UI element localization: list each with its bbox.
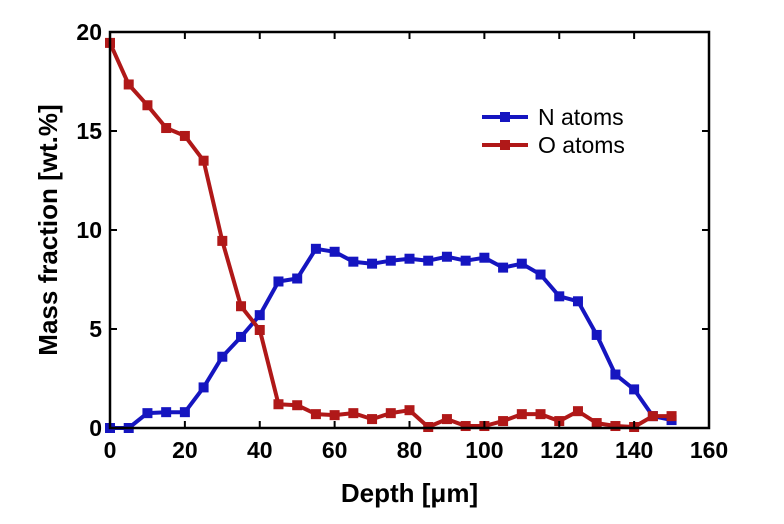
x-tick-label: 140: [615, 437, 653, 463]
data-point: [348, 256, 359, 267]
series-1: [105, 243, 677, 433]
data-point: [591, 329, 602, 340]
data-point: [254, 324, 265, 335]
y-tick-label: 0: [89, 415, 102, 441]
y-axis-title: Mass fraction [wt.%]: [33, 104, 63, 355]
data-point: [367, 414, 378, 425]
data-point: [423, 255, 434, 266]
data-point: [273, 276, 284, 287]
data-point: [385, 408, 396, 419]
data-point: [161, 407, 172, 418]
data-point: [179, 407, 190, 418]
y-tick-label: 15: [76, 118, 102, 144]
data-point: [123, 79, 134, 90]
x-tick-label: 40: [247, 437, 273, 463]
legend-label: N atoms: [538, 104, 624, 130]
data-point: [292, 400, 303, 411]
data-point: [179, 130, 190, 141]
legend-item: O atoms: [482, 132, 625, 158]
data-point: [572, 406, 583, 417]
data-point: [217, 351, 228, 362]
data-point: [479, 252, 490, 263]
y-tick-label: 5: [89, 316, 102, 342]
data-point: [647, 411, 658, 422]
data-point: [310, 243, 321, 254]
data-point: [385, 255, 396, 266]
data-point: [292, 273, 303, 284]
legend-label: O atoms: [538, 132, 625, 158]
data-point: [516, 409, 527, 420]
data-point: [198, 382, 209, 393]
data-point: [254, 310, 265, 321]
legend-item: N atoms: [482, 104, 624, 130]
x-axis-title: Depth [μm]: [341, 478, 478, 508]
data-point: [572, 296, 583, 307]
legend-marker: [500, 140, 510, 150]
data-point: [236, 301, 247, 312]
data-point: [329, 246, 340, 257]
data-point: [610, 369, 621, 380]
x-tick-label: 60: [322, 437, 348, 463]
data-point: [460, 421, 471, 432]
x-tick-label: 0: [104, 437, 117, 463]
series-layer: [105, 37, 677, 433]
legend-marker: [500, 112, 510, 122]
data-point: [348, 408, 359, 419]
series-line: [110, 246, 673, 430]
x-tick-label: 80: [397, 437, 423, 463]
data-point: [610, 421, 621, 432]
data-point: [142, 408, 153, 419]
data-point: [273, 399, 284, 410]
data-point: [516, 258, 527, 269]
data-point: [310, 409, 321, 420]
data-point: [441, 414, 452, 425]
data-point: [498, 262, 509, 273]
data-point: [161, 123, 172, 134]
data-point: [198, 155, 209, 166]
y-tick-label: 10: [76, 217, 102, 243]
y-tick-label: 20: [76, 19, 102, 45]
data-point: [441, 251, 452, 262]
data-point: [404, 253, 415, 264]
data-point: [535, 409, 546, 420]
data-point: [142, 100, 153, 111]
data-point: [591, 418, 602, 429]
data-point: [404, 405, 415, 416]
x-tick-label: 100: [465, 437, 503, 463]
series-line: [108, 42, 672, 429]
data-point: [367, 258, 378, 269]
data-point: [460, 255, 471, 266]
data-point: [236, 331, 247, 342]
data-point: [629, 384, 640, 395]
data-point: [666, 411, 677, 422]
data-point: [535, 269, 546, 280]
plot-frame: [108, 30, 711, 430]
data-point: [217, 235, 228, 246]
data-point: [554, 291, 565, 302]
x-tick-label: 120: [540, 437, 578, 463]
data-point: [498, 416, 509, 427]
series-2: [105, 37, 677, 433]
x-tick-label: 20: [172, 437, 198, 463]
x-tick-label: 160: [690, 437, 728, 463]
axis-ticks: 0 20 40 60 80 100 120 140 160 0 5 10 15 20: [76, 19, 728, 463]
data-point: [329, 410, 340, 421]
